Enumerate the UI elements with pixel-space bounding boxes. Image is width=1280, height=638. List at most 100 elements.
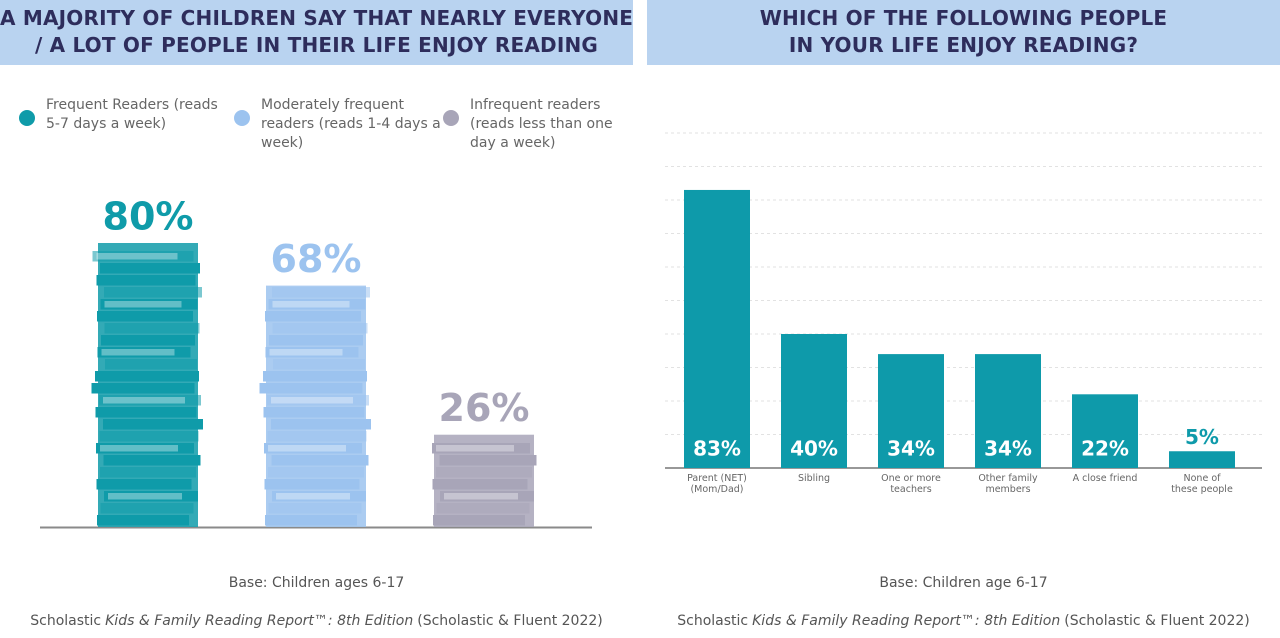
book [100,263,200,274]
legend-swatch [443,110,459,126]
book [436,503,530,514]
book [263,371,367,382]
book [104,491,198,502]
value-label: 83% [693,437,741,461]
book [265,347,359,358]
x-tick-label: Other family members [978,473,1038,495]
book [92,251,194,262]
book-highlight [272,301,350,308]
book [272,491,366,502]
book [97,347,191,358]
source-title: Kids & Family Reading Report™: 8th Editi… [752,613,1061,629]
bar [781,334,847,468]
book [269,335,363,346]
book-highlight [103,397,185,404]
book [433,515,525,526]
book [99,431,199,442]
book [97,515,189,526]
base-note: Base: Children age 6-17 [879,575,1048,591]
x-tick-label: One or more teachers [881,473,941,495]
book-highlight [268,445,346,452]
book [439,455,537,466]
title-line: WHICH OF THE FOLLOWING PEOPLE [759,6,1168,30]
x-tick-label: A close friend [1072,473,1138,484]
source: Scholastic Kids & Family Reading Report™:… [0,613,633,629]
book [95,371,199,382]
bar [684,189,750,468]
book [104,287,202,298]
book [272,323,368,334]
book [104,323,200,334]
bar [975,354,1041,468]
book-highlight [96,253,178,260]
book [91,383,195,394]
book [100,299,198,310]
value-label: 34% [984,437,1032,461]
legend-swatch [234,110,250,126]
book [101,335,195,346]
book [265,311,361,322]
title-line: / A LOT OF PEOPLE IN THEIR LIFE ENJOY RE… [34,33,599,57]
value-label: 68% [271,237,362,281]
book [265,515,357,526]
source-prefix: Scholastic [30,613,102,629]
x-tick-label: None of these people [1171,473,1233,495]
value-label: 34% [887,437,935,461]
book [259,383,363,394]
base-note: Base: Children ages 6-17 [228,575,405,591]
value-label: 26% [439,386,530,430]
book [264,443,362,454]
book [432,479,528,490]
book [99,395,201,406]
book [103,419,203,430]
book-highlight [269,349,343,356]
book [273,359,365,370]
x-tick-label: Sibling [797,473,831,484]
bar [1169,451,1235,468]
source: Scholastic Kids & Family Reading Report™:… [647,613,1280,629]
value-label: 22% [1081,437,1129,461]
book [268,467,364,478]
source-suffix: (Scholastic & Fluent 2022) [417,613,603,629]
bar [1072,394,1138,468]
book-highlight [276,493,350,500]
book [96,275,196,286]
book [100,503,194,514]
title-band [0,0,633,65]
legend-label: Moderately frequent readers (reads 1-4 d… [261,97,441,151]
bar [266,285,366,527]
value-label: 80% [103,195,194,239]
book [267,395,369,406]
book [432,443,530,454]
title-band [647,0,1280,65]
book [96,443,194,454]
source-suffix: (Scholastic & Fluent 2022) [1064,613,1250,629]
book [440,491,534,502]
bar [878,354,944,468]
value-label: 5% [1185,425,1219,449]
book [264,479,360,490]
legend-label: Frequent Readers (reads 5-7 days a week) [46,97,218,132]
legend-swatch [19,110,35,126]
legend-label: Infrequent readers (reads less than one … [470,97,613,151]
source-prefix: Scholastic [677,613,749,629]
book-highlight [104,301,182,308]
book-highlight [436,445,514,452]
book-highlight [101,349,175,356]
source-title: Kids & Family Reading Report™: 8th Editi… [105,613,414,629]
book [271,455,369,466]
book-highlight [444,493,518,500]
book [263,407,365,418]
book-highlight [108,493,182,500]
title-line: A MAJORITY OF CHILDREN SAY THAT NEARLY E… [0,6,634,30]
book [271,419,371,430]
book [436,467,532,478]
chart-title: A MAJORITY OF CHILDREN SAY THAT NEARLY E… [0,5,633,59]
book [268,503,362,514]
book [100,467,196,478]
book [105,359,197,370]
book-highlight [100,445,178,452]
book [267,431,367,442]
